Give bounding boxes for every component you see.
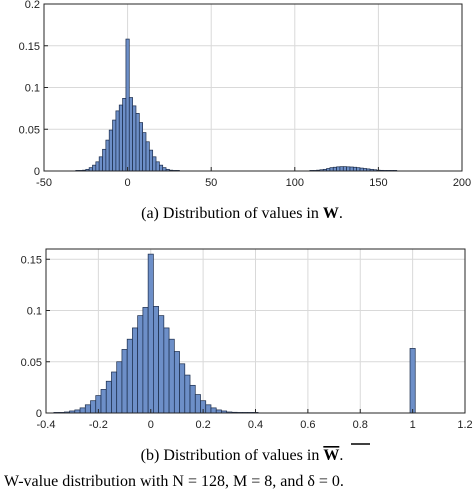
bar-0-14 xyxy=(122,98,127,172)
y-tick-label: 0.1 xyxy=(27,306,42,318)
histogram-b: -0.4 -0.2 0 0.2 0.4 0.6 0.8 1 1.2 0 0.05 0.1 0.15 xyxy=(21,248,473,431)
bar-1-9 xyxy=(100,389,107,414)
bar-1-17 xyxy=(142,307,149,414)
bar-0-12 xyxy=(115,110,120,172)
bar-0-43 xyxy=(349,166,354,172)
bar-1-13 xyxy=(121,349,128,414)
bar-1-29 xyxy=(205,404,212,414)
bar-0-38 xyxy=(332,166,337,172)
caption-b: (b) Distribution of values in W. xyxy=(141,447,344,464)
caption-a: (a) Distribution of values in W. xyxy=(141,205,343,222)
bar-0-5 xyxy=(92,164,97,172)
overlined-symbol: W xyxy=(323,447,339,464)
x-tick-label: 0 xyxy=(125,177,131,189)
truncated-caption-line: W-value distribution with N = 128, M = 8… xyxy=(4,473,344,490)
bar-0-20 xyxy=(142,132,147,172)
bar-0-4 xyxy=(88,167,93,172)
bar-1-5 xyxy=(79,407,86,414)
bar-0-7 xyxy=(98,156,103,172)
bar-0-37 xyxy=(329,167,334,172)
y-tick-label: 0.05 xyxy=(19,124,40,136)
bar-1-16 xyxy=(137,315,144,414)
bar-1-19 xyxy=(153,306,159,414)
y-tick-label: 0.15 xyxy=(21,254,42,266)
bar-1-7 xyxy=(90,400,97,414)
bar-0-15 xyxy=(125,38,130,172)
bar-1-20 xyxy=(158,315,165,414)
bar-0-44 xyxy=(352,166,358,172)
bar-1-39 xyxy=(409,348,416,414)
bar-0-10 xyxy=(108,129,113,172)
bar-0-8 xyxy=(102,148,107,172)
bar-1-14 xyxy=(126,338,133,414)
bar-1-23 xyxy=(173,351,180,414)
x-tick-label: 1 xyxy=(410,419,416,431)
bar-1-12 xyxy=(116,361,123,414)
x-tick-label: 50 xyxy=(205,177,217,189)
bar-0-13 xyxy=(118,104,123,172)
bar-1-15 xyxy=(132,327,139,414)
bar-0-24 xyxy=(155,161,160,172)
bar-0-25 xyxy=(159,164,164,172)
bar-1-21 xyxy=(163,327,170,414)
y-tick-label: 0 xyxy=(36,408,42,420)
bar-0-42 xyxy=(346,166,351,172)
x-tick-label: -50 xyxy=(36,177,52,189)
x-tick-label: 0.6 xyxy=(300,419,315,431)
x-tick-label: 0.4 xyxy=(248,419,263,431)
bar-0-23 xyxy=(152,156,157,172)
bar-0-40 xyxy=(339,166,344,172)
x-tick-label: 0 xyxy=(148,419,154,431)
y-tick-label: 0 xyxy=(34,166,40,178)
bar-0-18 xyxy=(135,113,140,172)
x-tick-label: 150 xyxy=(369,177,387,189)
y-tick-label: 0.1 xyxy=(25,83,40,95)
bar-0-26 xyxy=(162,167,167,172)
y-tick-label: 0.05 xyxy=(21,357,42,369)
x-tick-label: 1.2 xyxy=(457,419,472,431)
bar-1-18 xyxy=(147,253,154,414)
bar-1-11 xyxy=(111,371,118,414)
bar-0-45 xyxy=(356,167,361,172)
bar-1-22 xyxy=(168,338,175,414)
x-tick-label: -0.4 xyxy=(37,419,56,431)
bar-1-6 xyxy=(84,404,91,414)
y-tick-label: 0.15 xyxy=(19,41,40,53)
bar-0-17 xyxy=(132,105,137,172)
x-tick-label: 200 xyxy=(453,177,471,189)
y-tick-label: 0.2 xyxy=(25,0,40,11)
bar-1-25 xyxy=(184,374,191,414)
bar-0-22 xyxy=(148,149,154,172)
x-tick-label: 100 xyxy=(286,177,304,189)
bar-0-9 xyxy=(105,139,110,172)
bar-1-10 xyxy=(105,380,112,414)
bar-0-6 xyxy=(95,161,100,172)
bar-0-41 xyxy=(342,166,347,172)
bar-0-19 xyxy=(138,122,143,172)
x-tick-label: 0.8 xyxy=(353,419,368,431)
bar-1-30 xyxy=(210,407,217,414)
bar-1-27 xyxy=(194,394,201,414)
x-tick-label: -0.2 xyxy=(89,419,108,431)
bar-0-21 xyxy=(145,141,150,172)
bar-0-11 xyxy=(112,119,117,172)
bar-0-39 xyxy=(336,166,341,172)
x-tick-label: 0.2 xyxy=(195,419,210,431)
bar-0-16 xyxy=(128,97,133,172)
bar-1-26 xyxy=(189,384,196,414)
bar-1-24 xyxy=(179,363,186,414)
